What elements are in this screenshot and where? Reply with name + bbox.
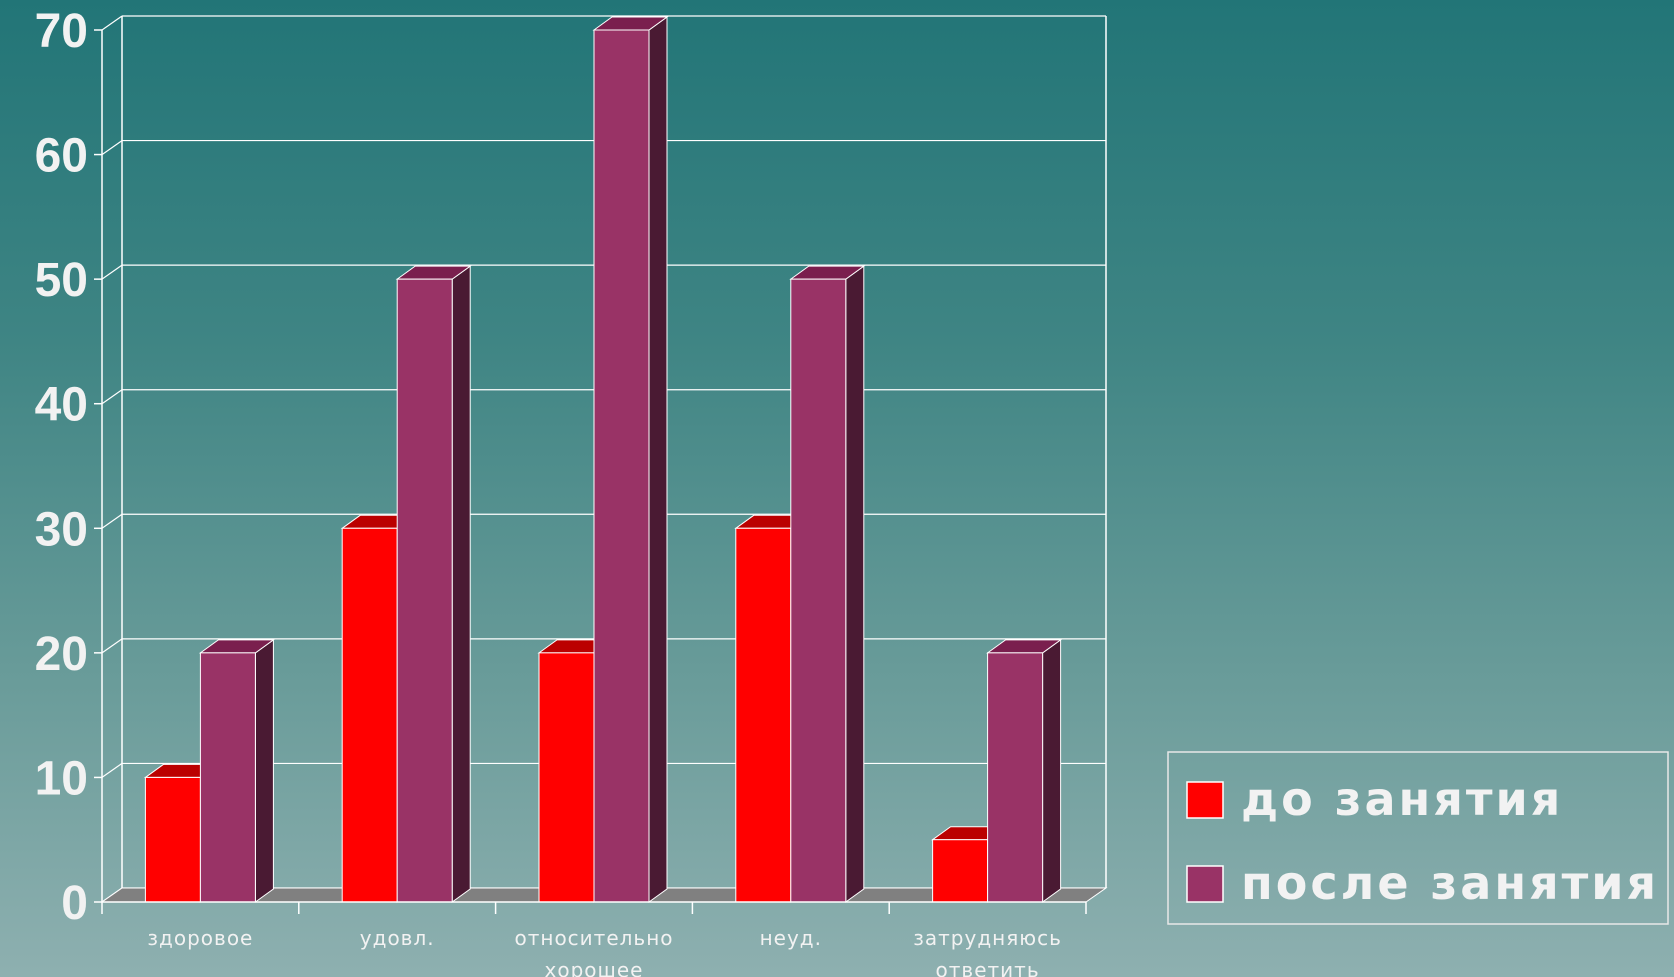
side-gridline xyxy=(101,513,123,529)
x-tick-label: затрудняюсь ответить xyxy=(913,926,1062,977)
bar-side xyxy=(254,638,274,903)
bar-front xyxy=(396,278,453,903)
y-tick-label: 40 xyxy=(35,379,88,432)
side-gridline xyxy=(101,15,123,31)
x-axis: здоровое удовл. относительно хорошее неуд. за… xyxy=(101,901,1087,977)
y-tick-label: 30 xyxy=(35,503,88,556)
bar-side xyxy=(845,265,865,903)
legend-label: после занятия xyxy=(1241,856,1659,910)
x-tick-label: здоровое xyxy=(147,926,253,950)
legend-label: до занятия xyxy=(1241,772,1563,826)
legend-swatch xyxy=(1186,781,1224,819)
bar xyxy=(395,265,472,903)
bar-front xyxy=(987,652,1044,903)
legend: до занятия после занятия xyxy=(1167,751,1669,925)
bars xyxy=(143,16,1063,903)
bar xyxy=(986,638,1063,903)
bar-front xyxy=(144,776,201,903)
side-gridline xyxy=(101,638,123,654)
side-gridline xyxy=(101,140,123,156)
y-tick-label: 10 xyxy=(35,752,88,805)
legend-box xyxy=(1167,751,1669,925)
bar-front xyxy=(790,278,847,903)
bar-side xyxy=(648,16,668,903)
side-gridline xyxy=(101,264,123,280)
side-gridline xyxy=(101,762,123,778)
bar-front xyxy=(199,652,256,903)
y-tick-label: 60 xyxy=(35,130,88,183)
bar-side xyxy=(451,265,471,903)
y-tick-label: 70 xyxy=(35,5,88,58)
x-tick-label: удовл. xyxy=(360,926,435,950)
legend-swatch xyxy=(1186,865,1224,903)
x-tick-label: неуд. xyxy=(760,926,822,950)
bar xyxy=(789,265,866,903)
bar-side xyxy=(1042,638,1062,903)
bar-front xyxy=(593,29,650,903)
bar-front xyxy=(341,527,398,903)
side-gridline xyxy=(101,389,123,405)
bar xyxy=(592,16,669,903)
bar-front xyxy=(932,839,989,903)
y-tick-label: 0 xyxy=(61,877,88,930)
bar xyxy=(198,638,275,903)
y-axis: 0 10 20 30 40 50 60 70 xyxy=(35,5,103,930)
bar-front xyxy=(735,527,792,903)
x-tick-label: относительно хорошее xyxy=(514,926,673,977)
y-tick-label: 20 xyxy=(35,628,88,681)
bar-front xyxy=(538,652,595,903)
y-tick-label: 50 xyxy=(35,254,88,307)
